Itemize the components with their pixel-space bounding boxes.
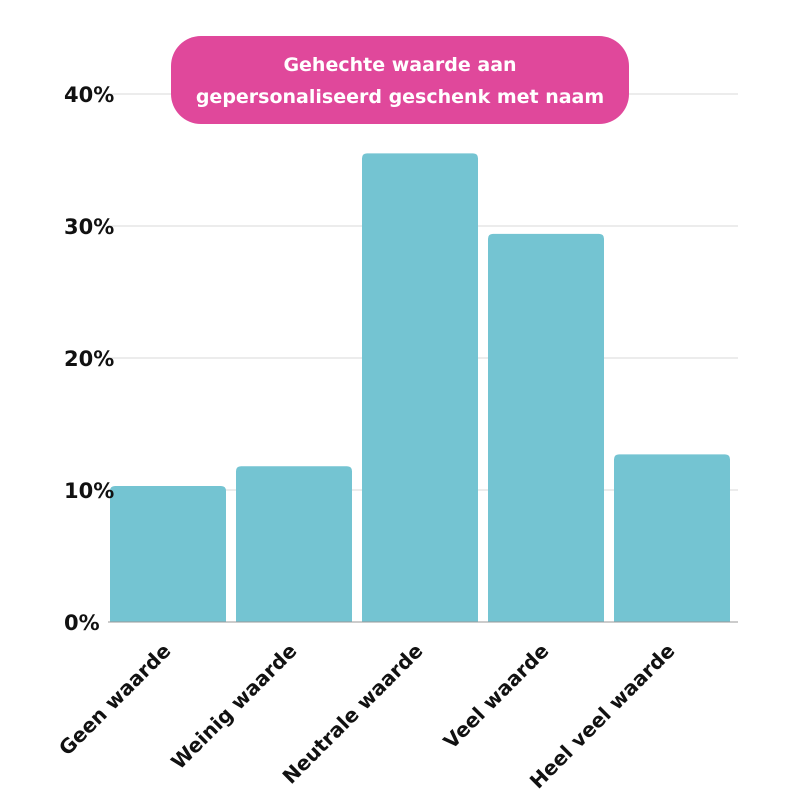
bar-neutrale-waarde — [362, 153, 478, 622]
bar-veel-waarde — [488, 233, 604, 623]
y-tick-label: 0% — [64, 611, 100, 635]
y-tick-label: 30% — [64, 215, 114, 239]
x-category-label: Veel waarde — [439, 639, 554, 754]
title-line-2: gepersonaliseerd geschenk met naam — [196, 86, 604, 108]
x-category-label: Weinig waarde — [166, 639, 301, 774]
y-tick-label: 10% — [64, 479, 114, 503]
x-category-label: Neutrale waarde — [278, 639, 428, 789]
x-category-label: Heel veel waarde — [525, 639, 680, 794]
x-category-label: Geen waarde — [54, 639, 176, 761]
bar-heel-veel-waarde — [614, 454, 730, 622]
y-tick-label: 20% — [64, 347, 114, 371]
bar-weinig-waarde — [236, 466, 352, 622]
title-badge — [171, 36, 629, 124]
y-tick-labels: 0% 10% 20% 30% 40% — [64, 83, 114, 635]
bar-geen-waarde — [110, 486, 226, 622]
y-tick-label: 40% — [64, 83, 114, 107]
title-line-1: Gehechte waarde aan — [283, 54, 516, 76]
bar-layer — [110, 153, 730, 623]
chart-title: Gehechte waarde aan gepersonaliseerd ges… — [171, 36, 629, 124]
